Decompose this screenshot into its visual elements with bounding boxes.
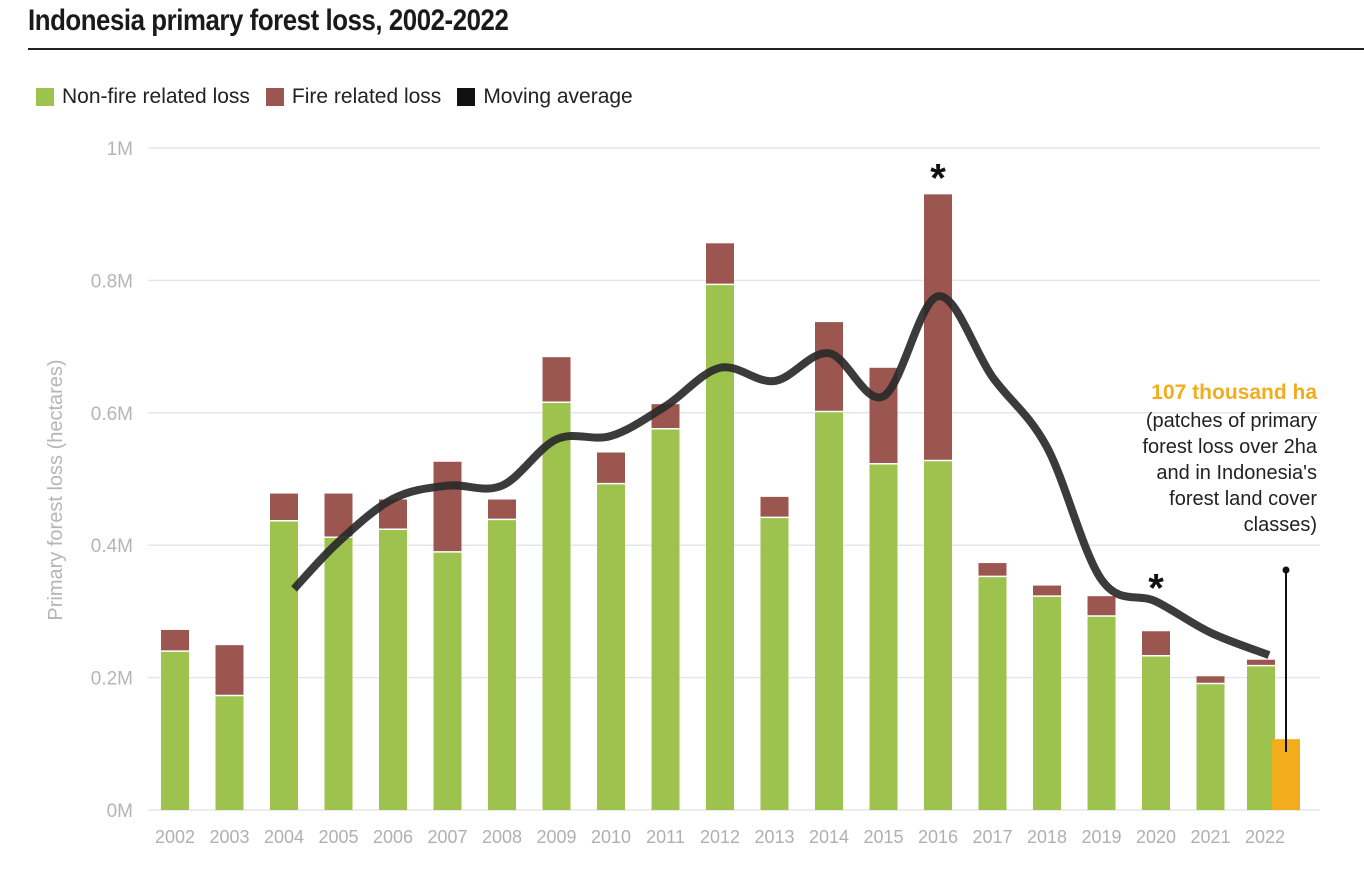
y-tick-label: 0M xyxy=(107,801,133,822)
x-tick-label: 2009 xyxy=(536,827,576,847)
x-tick-label: 2013 xyxy=(754,827,794,847)
y-tick-label: 0.8M xyxy=(91,271,133,292)
annotation-line: classes) xyxy=(1243,514,1317,536)
bar-fire xyxy=(597,452,625,484)
bar-non-fire xyxy=(706,284,734,810)
x-tick-label: 2010 xyxy=(591,827,631,847)
x-tick-label: 2015 xyxy=(863,827,903,847)
bar-fire xyxy=(1033,585,1061,597)
annotation-value: 107 thousand ha xyxy=(1151,381,1317,404)
annotation-dot xyxy=(1282,566,1290,574)
legend-swatch-moving-average xyxy=(457,88,476,106)
bar-fire xyxy=(542,357,571,403)
x-tick-label: 2020 xyxy=(1136,827,1176,847)
x-tick-label: 2012 xyxy=(700,827,740,847)
y-tick-label: 0.4M xyxy=(91,536,133,557)
legend: Non-fire related loss Fire related loss … xyxy=(36,85,649,109)
legend-swatch-non-fire xyxy=(36,88,54,106)
bar-fire xyxy=(978,563,1007,577)
bar-non-fire xyxy=(869,463,898,810)
x-tick-label: 2008 xyxy=(482,827,522,847)
legend-label-moving-average: Moving average xyxy=(483,85,633,108)
bar-fire xyxy=(161,629,189,652)
title-rule xyxy=(28,48,1364,50)
x-tick-label: 2021 xyxy=(1190,827,1230,847)
asterisk-marker: * xyxy=(1148,566,1164,610)
x-tick-label: 2006 xyxy=(373,827,413,847)
x-tick-label: 2007 xyxy=(427,827,467,847)
legend-swatch-fire xyxy=(265,88,284,106)
annotation-line: forest land cover xyxy=(1169,488,1317,510)
bar-non-fire xyxy=(488,519,516,810)
x-tick-label: 2018 xyxy=(1027,827,1067,847)
x-tick-label: 2014 xyxy=(809,827,849,847)
legend-label-non-fire: Non-fire related loss xyxy=(62,85,250,108)
bar-non-fire xyxy=(433,551,462,810)
annotation-callout: 107 thousand ha (patches of primary fore… xyxy=(1097,380,1317,538)
bar-non-fire xyxy=(1142,655,1170,810)
x-tick-label: 2022 xyxy=(1245,827,1285,847)
bar-fire xyxy=(1247,659,1275,666)
bar-non-fire xyxy=(815,411,843,810)
y-tick-label: 1M xyxy=(107,139,133,160)
bar-non-fire xyxy=(161,651,189,810)
bar-non-fire xyxy=(324,537,353,810)
x-tick-label: 2002 xyxy=(155,827,195,847)
legend-item-non-fire: Non-fire related loss xyxy=(36,85,250,109)
bar-non-fire xyxy=(270,520,298,810)
legend-label-fire: Fire related loss xyxy=(291,85,442,108)
bar-non-fire xyxy=(1196,683,1225,810)
bar-fire xyxy=(1087,596,1116,617)
y-tick-label: 0.6M xyxy=(91,404,133,425)
bar-non-fire xyxy=(215,695,244,810)
bar-fire xyxy=(760,496,789,518)
annotation-line: forest loss over 2ha xyxy=(1142,436,1317,458)
bar-fire xyxy=(433,461,462,552)
bar-non-fire xyxy=(597,483,625,810)
annotation-line: and in Indonesia's xyxy=(1156,462,1317,484)
bar-fire xyxy=(924,194,952,461)
bar-fire xyxy=(1142,631,1170,656)
bar-fire xyxy=(706,243,734,285)
bar-fire xyxy=(815,322,843,412)
bar-non-fire xyxy=(651,428,680,810)
x-tick-label: 2005 xyxy=(318,827,358,847)
annotation-line: (patches of primary xyxy=(1145,410,1317,432)
legend-item-fire: Fire related loss xyxy=(265,85,442,109)
annotation-text: (patches of primary forest loss over 2ha… xyxy=(1097,408,1317,538)
bar-non-fire xyxy=(760,517,789,810)
x-tick-label: 2019 xyxy=(1081,827,1121,847)
bar-fire xyxy=(488,499,516,520)
x-tick-label: 2017 xyxy=(972,827,1012,847)
bar-non-fire xyxy=(978,576,1007,810)
moving-average-line xyxy=(291,292,1271,659)
bar-non-fire xyxy=(1247,665,1275,810)
bar-non-fire xyxy=(1033,596,1061,810)
y-axis-label: Primary forest loss (hectares) xyxy=(45,359,67,620)
x-tick-label: 2016 xyxy=(918,827,958,847)
x-tick-label: 2011 xyxy=(646,827,685,847)
y-tick-label: 0.2M xyxy=(91,669,133,690)
legend-item-moving-average: Moving average xyxy=(457,85,633,109)
bar-fire xyxy=(215,645,244,696)
asterisk-marker: * xyxy=(930,156,946,200)
bar-fire xyxy=(1196,676,1225,684)
bar-non-fire xyxy=(542,402,571,810)
bar-non-fire xyxy=(379,529,407,810)
x-tick-label: 2003 xyxy=(209,827,249,847)
bar-non-fire xyxy=(924,460,952,810)
x-tick-label: 2004 xyxy=(264,827,304,847)
chart-title: Indonesia primary forest loss, 2002-2022 xyxy=(28,4,509,37)
bar-fire xyxy=(270,493,298,521)
bar-non-fire xyxy=(1087,616,1116,810)
